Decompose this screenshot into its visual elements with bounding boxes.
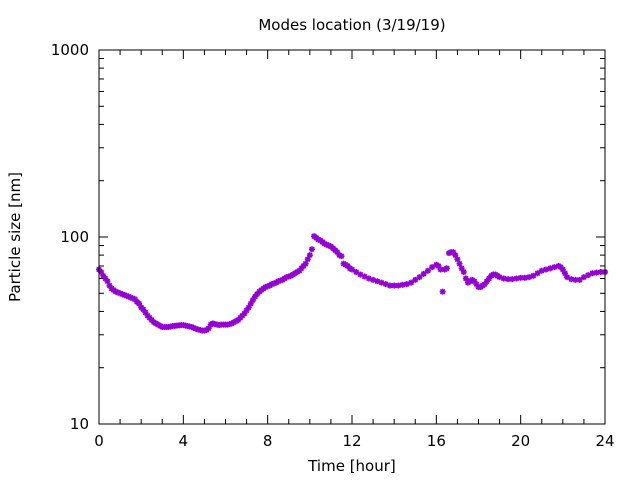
data-point: [547, 265, 554, 272]
data-point: [439, 288, 446, 295]
data-point: [424, 267, 431, 274]
data-point: [308, 246, 315, 253]
data-point: [338, 253, 345, 260]
data-point: [454, 256, 461, 263]
x-tick-label: 16: [427, 432, 446, 450]
x-tick-label: 8: [263, 432, 273, 450]
y-tick-label: 1000: [51, 41, 89, 59]
plot-frame: [98, 49, 606, 425]
data-point: [429, 264, 436, 271]
x-tick-label: 0: [94, 432, 104, 450]
x-tick-label: 20: [511, 432, 530, 450]
x-tick-label: 24: [595, 432, 614, 450]
chart-title: Modes location (3/19/19): [258, 16, 445, 34]
data-point: [412, 276, 419, 283]
data-point: [572, 276, 579, 283]
x-tick-label: 4: [179, 432, 189, 450]
data-points: [96, 233, 608, 334]
data-point: [353, 268, 360, 275]
data-point: [597, 268, 604, 275]
y-tick-label: 100: [60, 228, 89, 246]
data-point: [530, 272, 537, 279]
data-point: [416, 274, 423, 281]
data-point: [391, 282, 398, 289]
data-point: [460, 268, 467, 275]
data-point: [349, 266, 355, 273]
data-point: [456, 260, 463, 267]
x-axis-label: Time [hour]: [307, 457, 396, 475]
data-point: [534, 270, 541, 277]
data-point: [443, 265, 450, 272]
axis-ticks: [98, 49, 606, 425]
y-tick-label: 10: [70, 415, 89, 433]
data-point: [306, 252, 313, 259]
data-point: [420, 270, 427, 277]
data-point: [576, 276, 583, 283]
y-axis-label: Particle size [nm]: [6, 172, 24, 302]
x-tick-label: 12: [342, 432, 361, 450]
tick-labels: 0 4 8 12 16 20 24 10 100 1000: [51, 41, 615, 450]
data-point: [243, 307, 250, 314]
data-point: [408, 279, 415, 286]
